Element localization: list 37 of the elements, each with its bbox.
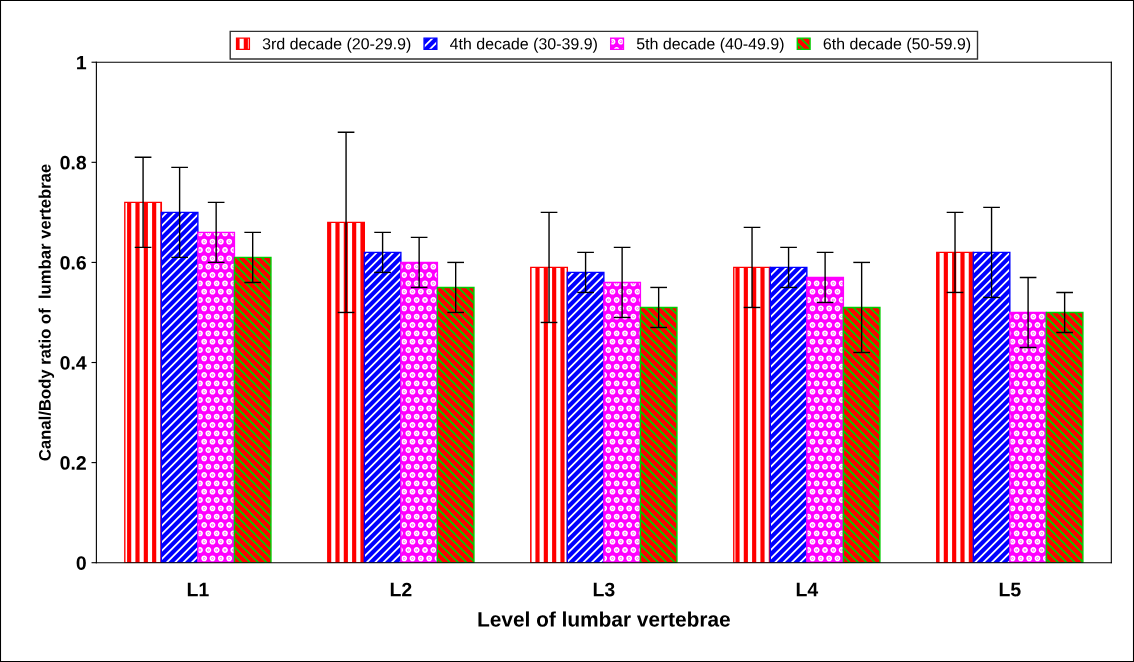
bar: [566, 271, 605, 563]
bar: [936, 251, 974, 563]
x-tick-label: L2: [390, 582, 412, 597]
bar: [733, 266, 771, 563]
bar: [1009, 311, 1048, 563]
bar: [842, 306, 881, 563]
y-tick-label: 0.2: [60, 456, 86, 470]
y-axis-title: Canal/Body ratio of lumbar vertebrae: [38, 164, 55, 461]
x-tick-label: L1: [187, 582, 209, 597]
bar: [436, 286, 475, 563]
bar: [530, 266, 569, 563]
x-tick-label: L5: [999, 582, 1021, 597]
bar: [160, 211, 199, 563]
bar: [972, 251, 1011, 563]
x-tick-label: L4: [796, 582, 819, 597]
bar: [233, 256, 272, 563]
legend-label: 5th decade (40-49.9): [636, 37, 784, 53]
bar: [603, 281, 642, 563]
bar: [124, 201, 163, 563]
x-tick-label: L3: [593, 582, 615, 597]
y-tick-label: 0.6: [60, 255, 86, 270]
bar: [806, 276, 845, 563]
y-tick-label: 0.8: [60, 155, 87, 170]
legend-label: 6th decade (50-59.9): [823, 37, 971, 53]
bar: [769, 266, 808, 563]
legend-label: 3rd decade (20-29.9): [262, 37, 411, 53]
bar: [327, 221, 366, 563]
bar: [197, 231, 236, 563]
y-tick-label: 0: [76, 556, 86, 570]
bar: [1045, 311, 1084, 563]
bar: [639, 306, 678, 563]
y-tick-label: 1: [77, 55, 87, 70]
x-axis-title: Level of lumbar vertebrae: [478, 611, 730, 627]
legend-label: 4th decade (30-39.9): [450, 37, 597, 53]
bar: [400, 261, 439, 563]
bar: [363, 251, 402, 563]
y-tick-label: 0.4: [60, 355, 87, 370]
